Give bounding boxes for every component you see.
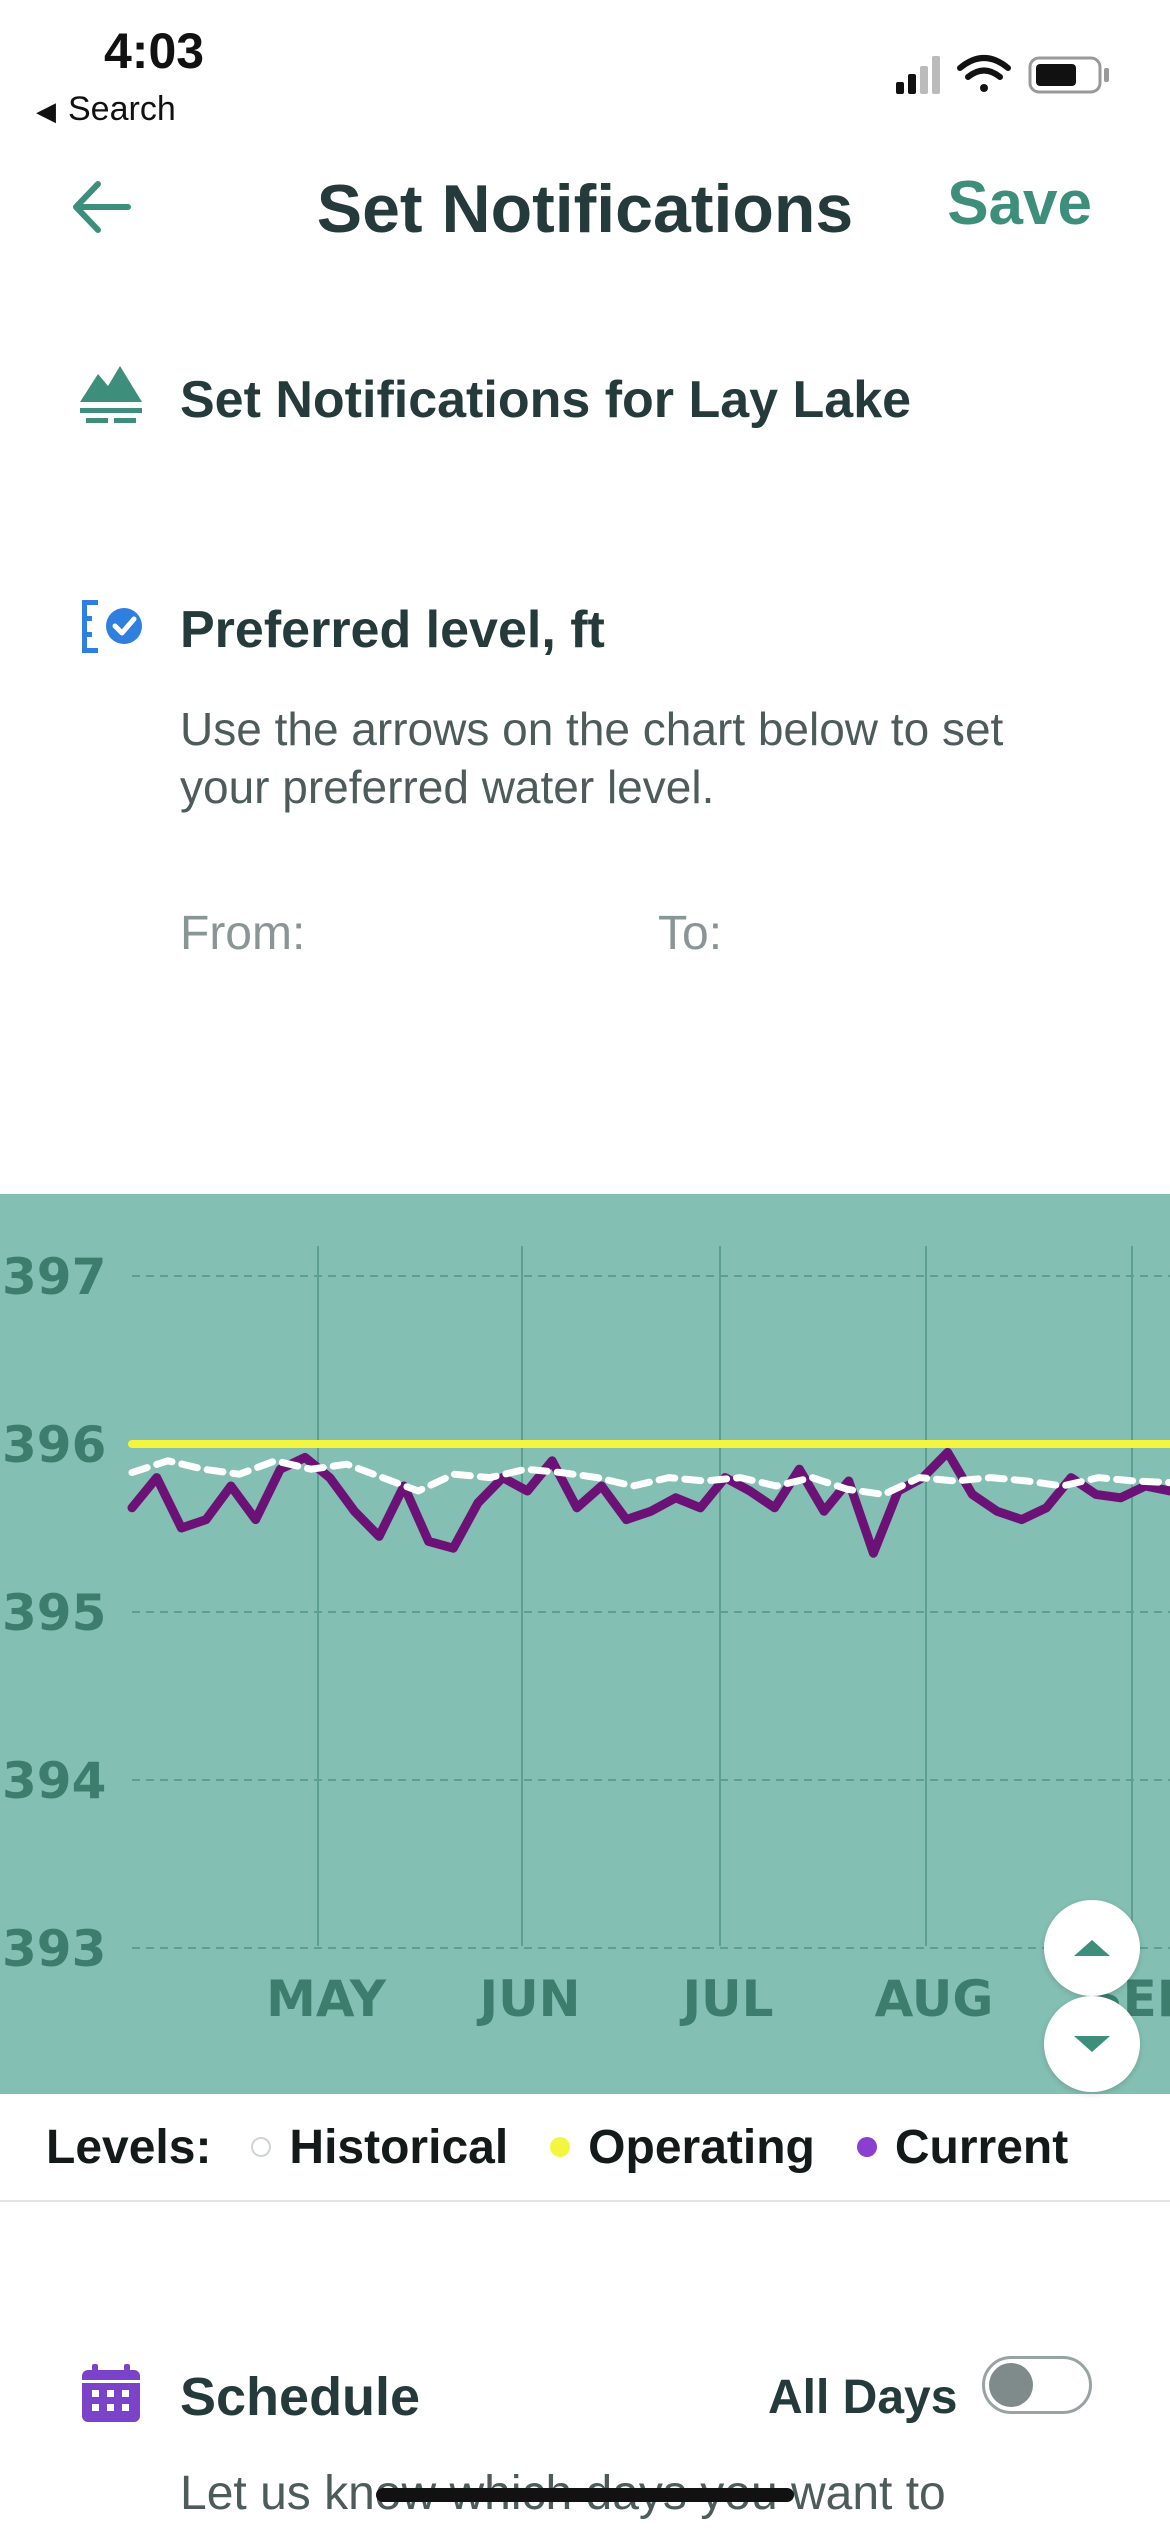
home-indicator <box>376 2488 794 2502</box>
all-days-label: All Days <box>768 2371 958 2424</box>
chevron-up-icon <box>1074 1940 1110 1956</box>
level-up-button[interactable] <box>1044 1900 1140 1996</box>
to-field[interactable]: To: <box>658 907 723 960</box>
chart-svg: 397396395394393MAYJUNJULAUGSEP <box>2 1246 1170 2028</box>
y-tick-label: 396 <box>2 1416 106 1474</box>
back-app-label: Search <box>68 90 176 128</box>
back-to-app-link[interactable]: ◀ Search <box>36 90 176 129</box>
water-level-chart[interactable]: 397396395394393MAYJUNJULAUGSEP <box>0 1194 1170 2094</box>
wifi-icon <box>957 55 1011 92</box>
back-triangle-icon: ◀ <box>36 96 56 126</box>
x-tick-label: AUG <box>875 1970 994 2028</box>
level-check-icon <box>82 600 142 653</box>
preferred-level-description: Use the arrows on the chart below to set… <box>180 703 1004 813</box>
lake-mountain-icon <box>80 366 142 423</box>
y-tick-label: 397 <box>2 1248 106 1306</box>
status-icons <box>896 55 1109 94</box>
page-title: Set Notifications <box>316 171 854 247</box>
legend-dot-historical <box>251 2137 272 2157</box>
all-days-toggle[interactable] <box>982 2356 1092 2414</box>
y-tick-label: 393 <box>2 1920 106 1978</box>
legend-dot-current <box>856 2137 877 2157</box>
legend-item-current: Current <box>856 2120 1069 2175</box>
cellular-signal-icon <box>896 56 940 94</box>
level-down-button[interactable] <box>1044 1996 1140 2092</box>
schedule-title: Schedule <box>180 2367 421 2427</box>
y-tick-label: 394 <box>2 1752 106 1810</box>
chevron-down-icon <box>1074 2036 1110 2052</box>
toggle-knob <box>989 2363 1033 2407</box>
save-button[interactable]: Save <box>947 169 1092 238</box>
legend-text-operating: Operating <box>588 2120 815 2174</box>
y-tick-label: 395 <box>2 1584 106 1642</box>
series-line-current <box>127 1447 1170 1558</box>
x-tick-label: MAY <box>266 1970 387 2028</box>
legend-text-current: Current <box>894 2120 1069 2174</box>
legend-item-historical: Historical <box>251 2120 508 2175</box>
chart-legend: Levels: Historical Operating Current <box>0 2094 1170 2202</box>
from-field[interactable]: From: <box>180 907 306 960</box>
back-arrow-icon[interactable] <box>66 172 136 242</box>
legend-dot-operating <box>550 2137 571 2157</box>
x-tick-label: JUN <box>476 1970 580 2028</box>
series-line-historical <box>128 1457 1170 1498</box>
calendar-icon <box>82 2364 140 2422</box>
status-time: 4:03 <box>104 23 205 79</box>
preferred-level-title: Preferred level, ft <box>180 601 605 659</box>
lake-title: Set Notifications for Lay Lake <box>180 371 912 429</box>
battery-icon <box>1028 56 1109 94</box>
legend-label: Levels: <box>46 2120 212 2174</box>
legend-item-operating: Operating <box>550 2120 815 2175</box>
legend-text-historical: Historical <box>289 2120 509 2174</box>
x-tick-label: JUL <box>679 1970 773 2028</box>
